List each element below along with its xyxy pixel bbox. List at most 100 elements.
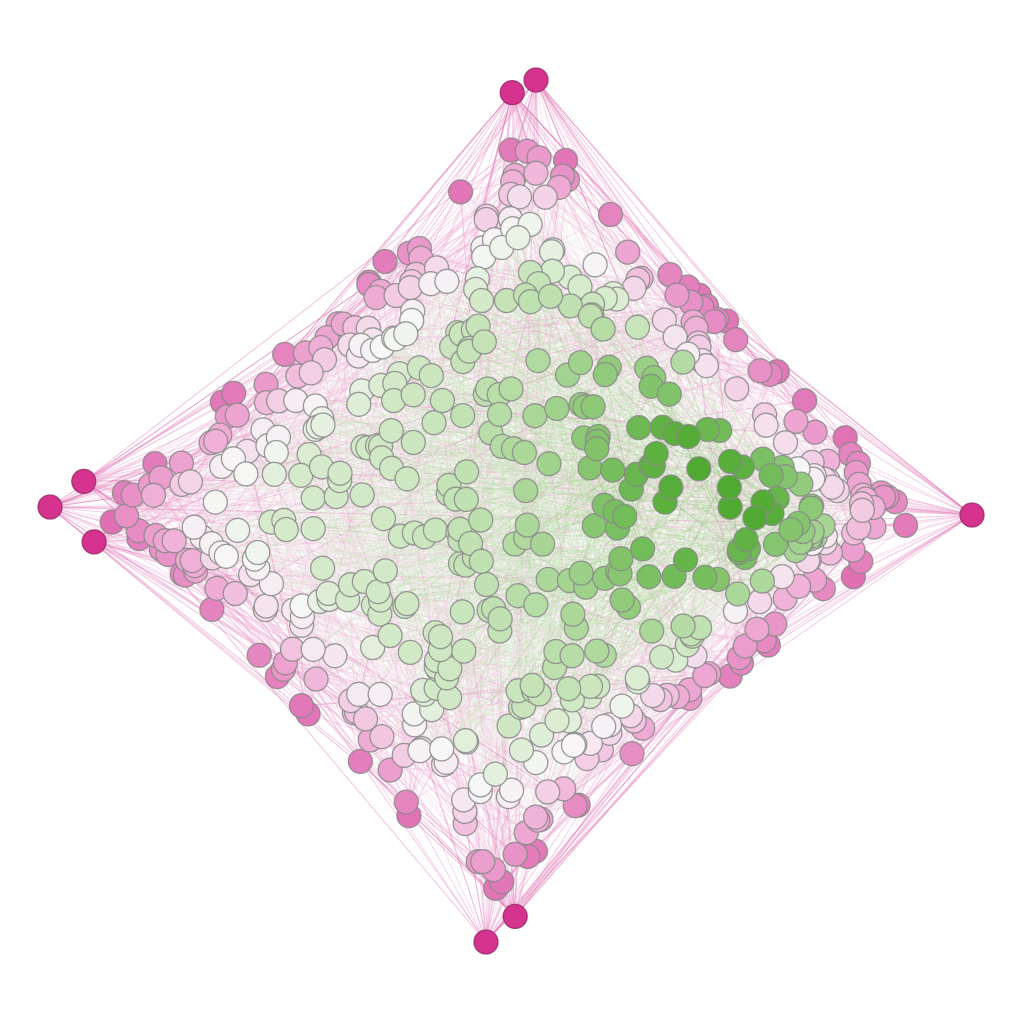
node [347, 748, 373, 775]
node [591, 713, 617, 740]
node [468, 287, 495, 314]
node [372, 558, 398, 584]
edge [264, 372, 312, 610]
edge [350, 432, 492, 586]
edge [412, 179, 568, 396]
node [716, 474, 742, 501]
node [523, 160, 549, 186]
edge [630, 320, 728, 716]
edge [370, 662, 742, 741]
edge [637, 460, 829, 683]
node [498, 376, 524, 402]
edge [499, 413, 874, 508]
node [140, 482, 167, 508]
edge [190, 481, 812, 537]
node [81, 529, 107, 555]
node [499, 80, 525, 106]
edge [448, 493, 799, 587]
edge [350, 577, 606, 702]
edge [295, 400, 749, 550]
node [630, 536, 656, 562]
edge [93, 370, 761, 543]
edge [93, 297, 606, 543]
edge [321, 466, 746, 647]
node [522, 804, 549, 830]
edge [322, 474, 772, 569]
node [263, 439, 289, 466]
node [656, 381, 682, 407]
edge [328, 599, 487, 943]
node [643, 440, 669, 467]
node [261, 461, 287, 487]
node [560, 732, 587, 758]
edge [265, 248, 420, 607]
edge [558, 186, 888, 497]
edge [190, 481, 401, 537]
edge [283, 519, 569, 690]
edge [391, 468, 535, 692]
edge [93, 541, 260, 656]
edge [222, 401, 650, 578]
node [418, 362, 444, 389]
node [451, 638, 477, 664]
edge [378, 527, 618, 593]
edge [227, 416, 503, 447]
edge [93, 541, 330, 600]
edge [293, 276, 571, 611]
node [453, 486, 479, 513]
edge [650, 385, 773, 514]
edge [138, 473, 247, 532]
node [522, 403, 548, 429]
node [664, 282, 690, 308]
edge [384, 261, 462, 335]
edge [462, 414, 765, 417]
node [624, 314, 651, 340]
edge [286, 529, 549, 580]
edge [484, 341, 778, 373]
node [346, 391, 372, 417]
edge [264, 310, 414, 610]
edge [485, 675, 706, 943]
node [612, 503, 638, 530]
edge [300, 474, 854, 551]
node [849, 497, 875, 523]
edge [362, 467, 783, 496]
edge [220, 552, 783, 578]
edge [465, 327, 638, 741]
edge [328, 287, 635, 600]
node [537, 283, 564, 310]
edge [237, 414, 769, 646]
node [397, 639, 423, 666]
edge [525, 511, 616, 833]
edge [484, 394, 516, 917]
edge [301, 328, 604, 707]
edge [385, 527, 618, 572]
edge [480, 561, 482, 785]
edge [538, 157, 764, 460]
node [449, 599, 475, 625]
edge [399, 179, 568, 537]
edge [212, 448, 597, 559]
edge [403, 258, 422, 756]
edge [308, 303, 593, 455]
edge [389, 374, 606, 636]
node [513, 477, 539, 504]
edge [430, 283, 581, 364]
edge [556, 408, 605, 656]
node [393, 321, 419, 347]
node [626, 415, 652, 441]
edge [356, 711, 487, 943]
edge [161, 514, 973, 550]
edge [413, 422, 435, 534]
edge [462, 361, 465, 800]
node [346, 681, 372, 707]
node [454, 459, 480, 485]
edge [292, 648, 361, 762]
edge [138, 538, 527, 834]
node [221, 380, 247, 406]
edge [701, 360, 813, 533]
edge [362, 247, 484, 448]
edge [327, 457, 383, 594]
node [422, 517, 449, 543]
edge [686, 430, 721, 645]
